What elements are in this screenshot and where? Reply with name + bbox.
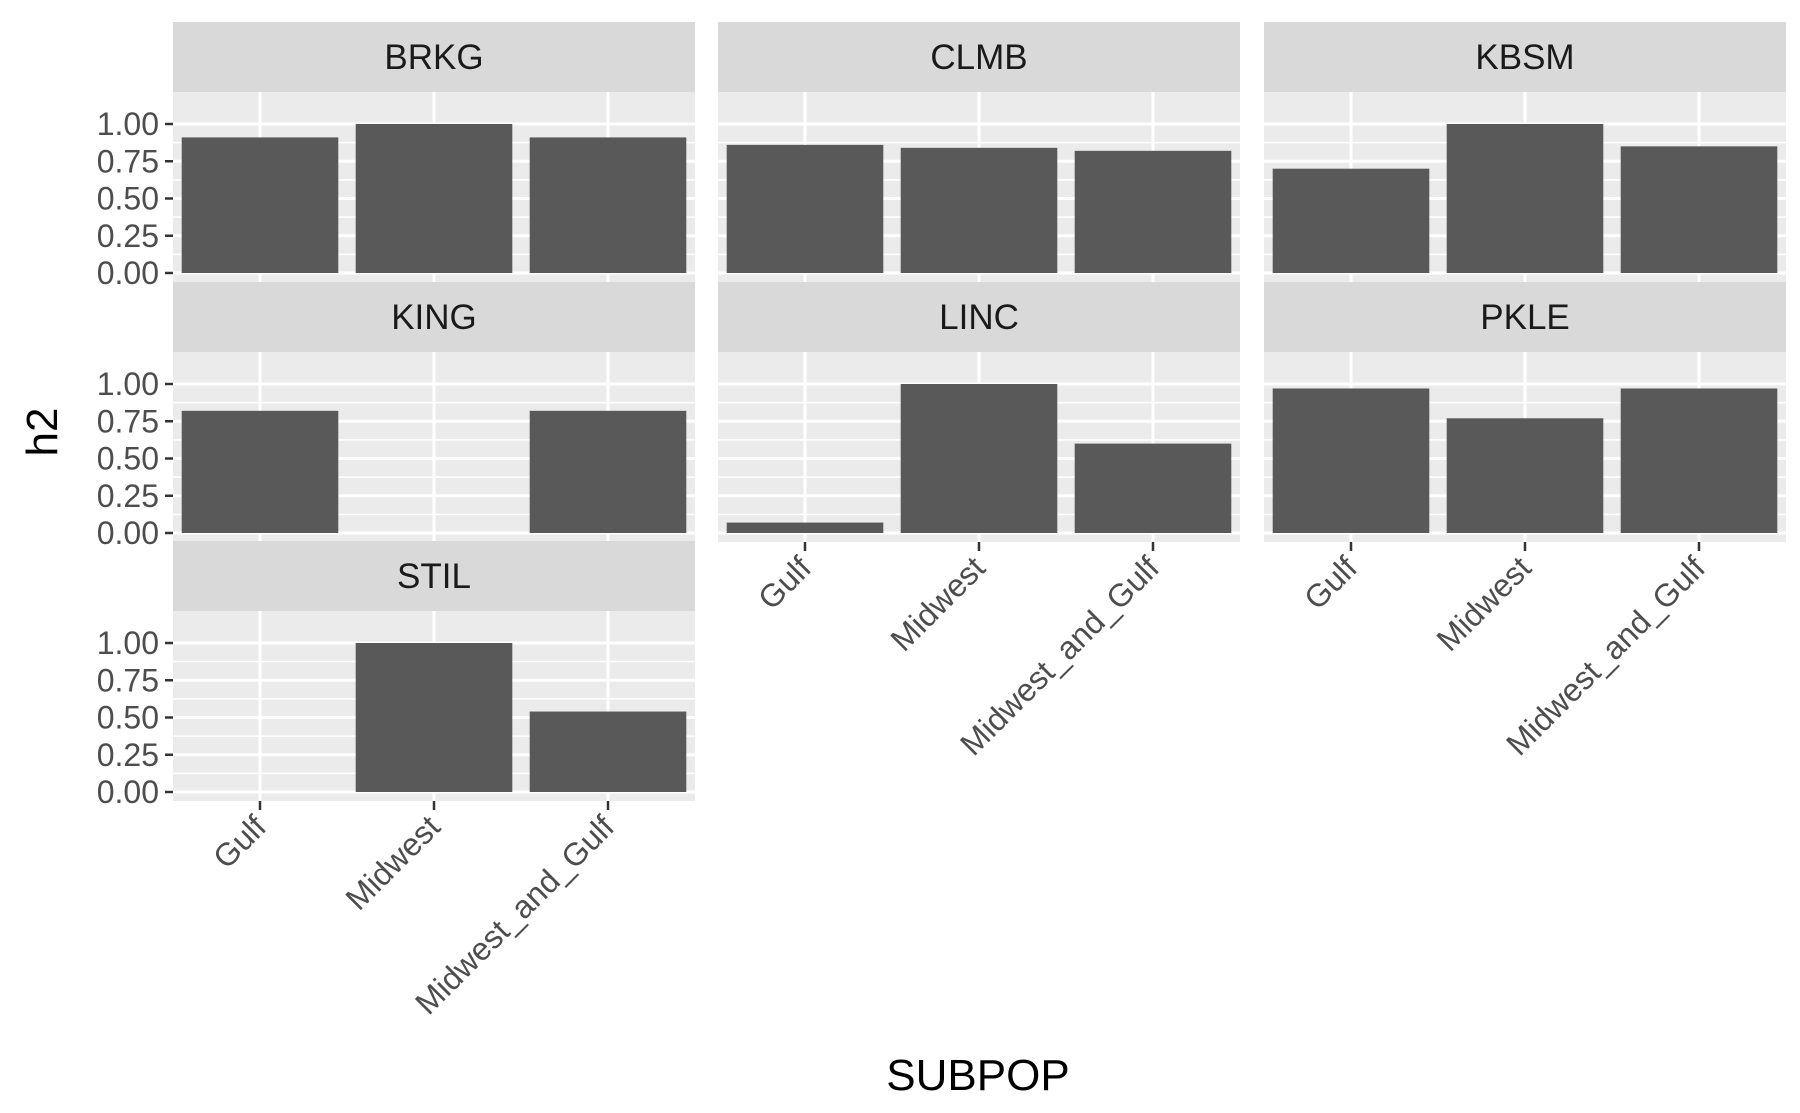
y-tick-label: 0.50 [97, 700, 159, 736]
bar-midwest [1446, 124, 1604, 273]
x-tick-label: Gulf [1297, 549, 1364, 616]
y-tick-label: 0.00 [97, 774, 159, 810]
x-tick-label: Gulf [751, 549, 818, 616]
bar-midwest-and-gulf [529, 410, 687, 533]
facet-strip-label: BRKG [384, 38, 483, 77]
y-tick-label: 1.00 [97, 625, 159, 661]
facet-strip [173, 541, 695, 611]
facet-strip [1264, 282, 1786, 352]
x-tick-label: Midwest [1430, 549, 1539, 658]
facet-strip-label: KING [391, 298, 477, 337]
facet-strip [1264, 22, 1786, 92]
y-tick-label: 0.25 [97, 737, 159, 773]
x-tick-label: Gulf [206, 808, 273, 875]
x-tick-label: Midwest [339, 808, 448, 917]
bar-midwest-and-gulf [1620, 146, 1778, 273]
bar-midwest-and-gulf [1620, 388, 1778, 533]
x-tick-label: Midwest [884, 549, 993, 658]
x-axis-title: SUBPOP [886, 1051, 1069, 1100]
facet-strip [718, 282, 1240, 352]
y-axis-title: h2 [18, 408, 67, 457]
y-tick-label: 0.25 [97, 218, 159, 254]
y-tick-label: 0.75 [97, 403, 159, 439]
bar-gulf [726, 522, 884, 533]
bar-midwest [1446, 418, 1604, 533]
facet-strip [173, 22, 695, 92]
facet-brkg: BRKG 0.000.250.500.751.00 [97, 22, 695, 291]
facet-strip [173, 282, 695, 352]
y-tick-label: 1.00 [97, 106, 159, 142]
bar-midwest-and-gulf [529, 137, 687, 273]
bar-midwest-and-gulf [529, 711, 687, 792]
y-tick-label: 0.00 [97, 515, 159, 551]
facet-strip [718, 22, 1240, 92]
facet-strip-label: STIL [397, 557, 471, 596]
bar-gulf [181, 137, 339, 273]
bar-midwest [900, 384, 1058, 533]
bar-gulf [726, 144, 884, 273]
y-tick-label: 0.75 [97, 143, 159, 179]
y-tick-label: 0.00 [97, 255, 159, 291]
bar-gulf [1272, 388, 1430, 533]
facet-strip-label: KBSM [1475, 38, 1574, 77]
bar-gulf [1272, 168, 1430, 273]
bar-midwest [900, 147, 1058, 273]
facet-clmb: CLMB [718, 22, 1240, 282]
y-tick-label: 0.50 [97, 441, 159, 477]
y-tick-label: 0.25 [97, 478, 159, 514]
bar-midwest [355, 124, 513, 273]
facet-king: KING 0.000.250.500.751.00 [97, 282, 695, 551]
y-tick-label: 0.50 [97, 181, 159, 217]
y-tick-label: 1.00 [97, 366, 159, 402]
facet-kbsm: KBSM [1264, 22, 1786, 282]
bar-midwest-and-gulf [1074, 150, 1232, 273]
facet-strip-label: LINC [939, 298, 1019, 337]
bar-midwest [355, 643, 513, 792]
y-tick-label: 0.75 [97, 662, 159, 698]
facet-strip-label: PKLE [1480, 298, 1570, 337]
bar-gulf [181, 410, 339, 533]
bar-midwest-and-gulf [1074, 443, 1232, 533]
facet-strip-label: CLMB [930, 38, 1027, 77]
